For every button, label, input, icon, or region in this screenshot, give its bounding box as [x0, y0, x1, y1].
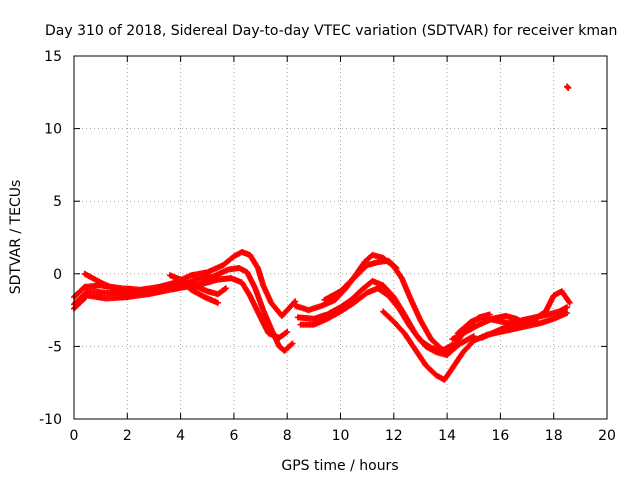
y-axis-label: SDTVAR / TECUs — [8, 180, 24, 295]
data-point — [534, 318, 541, 325]
chart-title: Day 310 of 2018, Sidereal Day-to-day VTE… — [45, 23, 617, 39]
data-point — [288, 341, 295, 348]
x-tick-label: 4 — [176, 428, 185, 444]
data-point — [564, 304, 571, 311]
y-tick-label: 0 — [53, 267, 62, 283]
x-tick-label: 10 — [332, 428, 350, 444]
series-satellite-track-12 — [478, 304, 571, 341]
y-tick-label: 10 — [44, 122, 62, 138]
x-tick-label: 14 — [438, 428, 456, 444]
y-tick-label: -10 — [39, 412, 62, 428]
data-point — [291, 299, 298, 306]
series-satellite-track-13 — [449, 312, 541, 343]
y-tick-label: 15 — [44, 49, 62, 65]
series-satellite-track-9 — [321, 257, 400, 303]
x-axis-label: GPS time / hours — [281, 458, 398, 474]
data-point — [283, 329, 290, 336]
x-tick-label: 16 — [491, 428, 509, 444]
x-tick-label: 20 — [598, 428, 616, 444]
data-point — [392, 263, 399, 270]
x-tick-label: 12 — [385, 428, 403, 444]
data-point — [566, 299, 573, 306]
x-tick-label: 18 — [545, 428, 563, 444]
data-point — [393, 264, 400, 271]
x-tick-label: 2 — [123, 428, 132, 444]
data-point — [222, 285, 229, 292]
data-point — [284, 328, 291, 335]
series-satellite-track-8 — [297, 285, 456, 354]
data-point — [289, 340, 296, 347]
data-point — [214, 299, 221, 306]
data-points — [71, 83, 573, 383]
data-point — [565, 84, 572, 91]
x-tick-label: 6 — [229, 428, 238, 444]
data-point — [564, 310, 571, 317]
y-tick-label: -5 — [48, 339, 62, 355]
series-satellite-track-5 — [166, 272, 229, 298]
data-point — [449, 341, 456, 348]
x-tick-label: 0 — [70, 428, 79, 444]
y-tick-label: 5 — [53, 194, 62, 210]
data-point — [221, 286, 228, 293]
x-tick-label: 8 — [283, 428, 292, 444]
grid — [74, 56, 607, 419]
series-outlier — [564, 83, 572, 91]
axis-ticks: 0 2 4 6 8 10 12 14 16 18 20 -10 -5 0 5 10 15 — [39, 49, 616, 444]
